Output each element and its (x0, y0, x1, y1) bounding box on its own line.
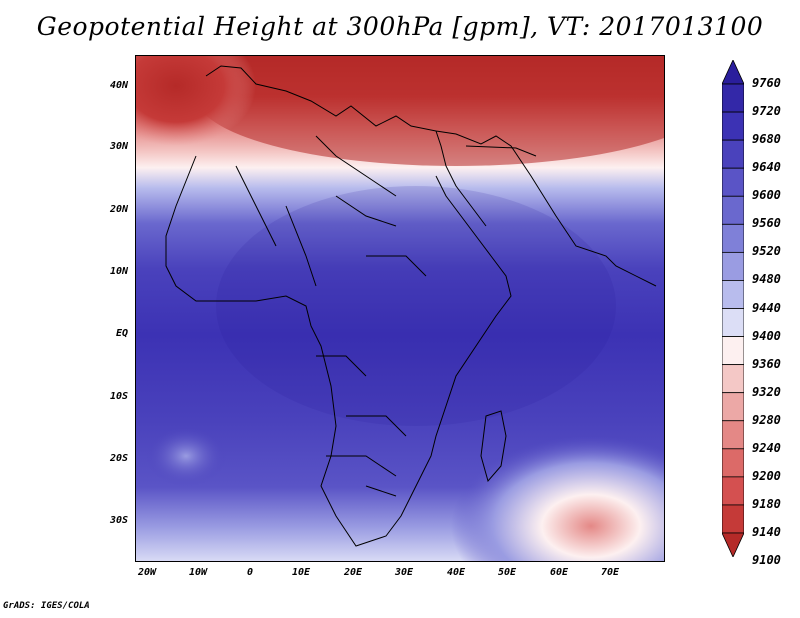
lon-label: 20E (343, 567, 363, 578)
grads-credit: GrADS: IGES/COLA (3, 601, 90, 611)
lat-label: 30S (109, 515, 128, 526)
lon-label: 0 (246, 567, 254, 578)
lat-label: EQ (115, 328, 128, 339)
lon-label: 40E (446, 567, 466, 578)
lon-label: 60E (549, 567, 569, 578)
lon-label: 70E (600, 567, 620, 578)
colorbar-label: 9520 (752, 244, 781, 259)
lon-label: 20W (137, 567, 157, 578)
lon-label: 50E (497, 567, 517, 578)
colorbar-label: 9720 (752, 104, 781, 119)
colorbar-segment (722, 476, 744, 506)
colorbar-label: 9560 (752, 216, 781, 231)
lon-label: 30E (394, 567, 414, 578)
colorbar-segment (722, 308, 744, 337)
colorbar-label: 9480 (752, 272, 781, 287)
map-panel (135, 55, 665, 562)
lat-label: 40N (109, 80, 128, 91)
colorbar-label: 9680 (752, 132, 781, 147)
coastline-outline (165, 65, 657, 547)
lon-label: 10E (291, 567, 311, 578)
colorbar-label: 9320 (752, 384, 781, 399)
colorbar-label: 9360 (752, 356, 781, 371)
colorbar-segment (722, 420, 744, 450)
map-title: Geopotential Height at 300hPa [gpm], VT:… (36, 12, 764, 41)
lat-label: 20N (109, 204, 128, 215)
colorbar-segment (722, 504, 744, 534)
colorbar-segment (722, 364, 744, 394)
colorbar-label: 9400 (752, 328, 781, 343)
colorbar-label: 9180 (752, 496, 781, 511)
colorbar-segment (722, 111, 744, 141)
colorbar-segment (722, 223, 744, 253)
lat-label: 10N (109, 266, 128, 277)
colorbar-segment (722, 167, 744, 197)
height-field-map (136, 56, 664, 561)
colorbar-label: 9200 (752, 468, 781, 483)
colorbar-segment (722, 532, 744, 557)
colorbar-label: 9760 (752, 76, 781, 90)
lat-label: 30N (109, 141, 128, 152)
colorbar-segment (722, 195, 744, 225)
colorbar-label: 9140 (752, 525, 781, 539)
lat-label: 10S (109, 391, 128, 402)
colorbar-label: 9280 (752, 412, 781, 427)
colorbar-segment (722, 280, 744, 309)
colorbar-label: 9440 (752, 300, 781, 315)
lon-label: 10W (188, 567, 208, 578)
colorbar-segment (722, 60, 744, 85)
colorbar-segment (722, 448, 744, 478)
colorbar-label: 9100 (752, 553, 781, 568)
colorbar-segment (722, 336, 744, 366)
colorbar-label: 9640 (752, 160, 781, 175)
colorbar-segment (722, 392, 744, 422)
lat-label: 20S (109, 453, 128, 464)
colorbar-segment (722, 83, 744, 113)
colorbar-label: 9600 (752, 188, 781, 203)
colorbar-segment (722, 139, 744, 169)
colorbar-segment (722, 251, 744, 281)
colorbar (722, 60, 744, 557)
colorbar-label: 9240 (752, 440, 781, 455)
